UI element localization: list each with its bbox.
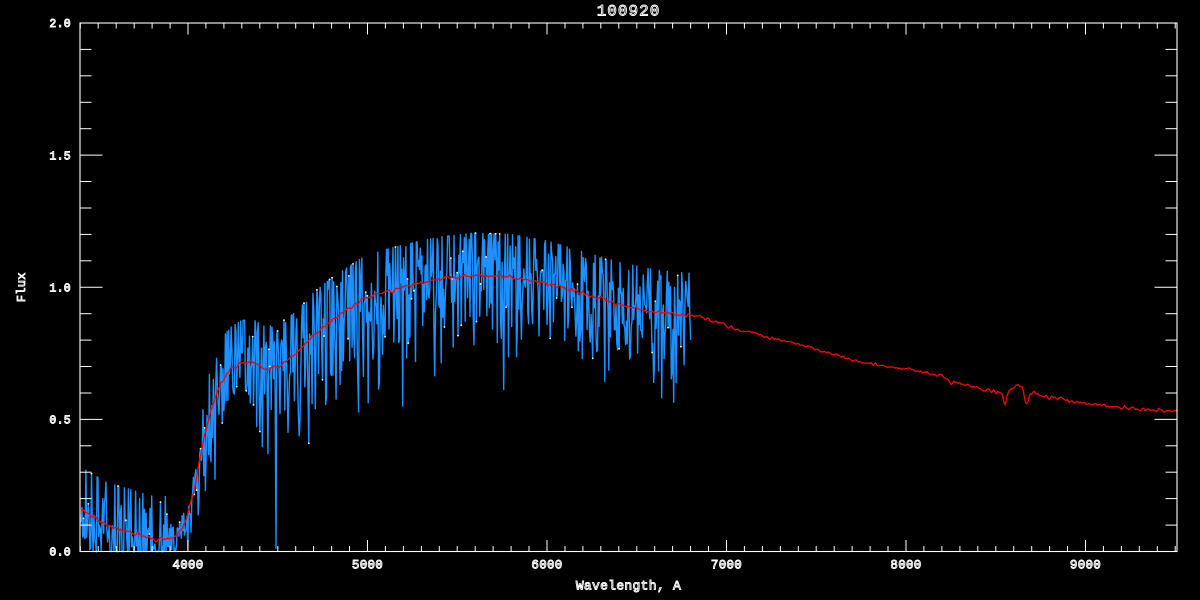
svg-text:Wavelength, A: Wavelength, A bbox=[576, 579, 681, 594]
svg-text:5000: 5000 bbox=[352, 559, 383, 573]
svg-text:2.0: 2.0 bbox=[49, 18, 71, 31]
svg-text:6000: 6000 bbox=[531, 559, 562, 573]
svg-text:4000: 4000 bbox=[172, 559, 203, 573]
svg-text:8000: 8000 bbox=[890, 559, 921, 573]
svg-text:7000: 7000 bbox=[711, 559, 742, 573]
svg-text:100920: 100920 bbox=[597, 3, 661, 21]
svg-text:1.5: 1.5 bbox=[49, 150, 71, 163]
svg-text:0.0: 0.0 bbox=[49, 547, 71, 560]
svg-text:Flux: Flux bbox=[15, 272, 29, 302]
svg-text:0.5: 0.5 bbox=[49, 415, 71, 428]
svg-text:1.0: 1.0 bbox=[49, 283, 71, 296]
svg-text:9000: 9000 bbox=[1070, 559, 1101, 573]
